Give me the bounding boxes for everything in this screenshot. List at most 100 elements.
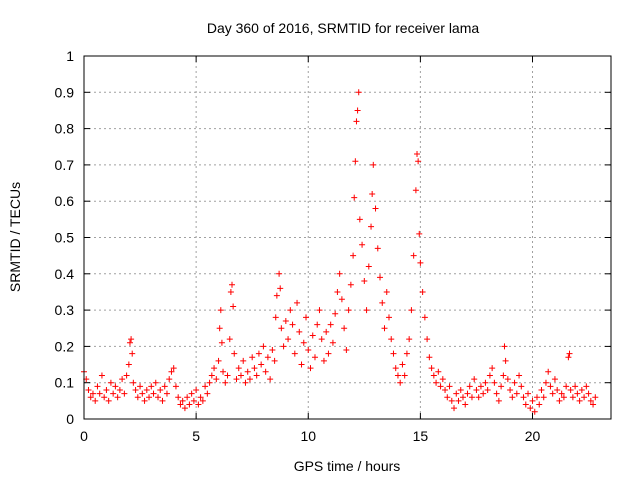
data-point bbox=[370, 161, 377, 168]
data-point bbox=[208, 372, 215, 379]
data-point bbox=[352, 158, 359, 165]
y-axis-label: SRMTID / TECUs bbox=[7, 182, 23, 292]
data-point bbox=[525, 390, 532, 397]
data-point bbox=[157, 386, 164, 393]
data-point bbox=[516, 372, 523, 379]
data-point bbox=[296, 328, 303, 335]
data-point bbox=[128, 336, 135, 343]
data-point bbox=[566, 350, 573, 357]
data-point bbox=[551, 376, 558, 383]
data-point bbox=[300, 339, 307, 346]
data-point bbox=[222, 379, 229, 386]
data-point bbox=[179, 397, 186, 404]
data-point bbox=[355, 89, 362, 96]
data-point bbox=[273, 292, 280, 299]
data-point bbox=[294, 299, 301, 306]
data-point bbox=[363, 307, 370, 314]
grid-layer bbox=[84, 56, 611, 419]
data-point bbox=[435, 368, 442, 375]
data-point bbox=[473, 386, 480, 393]
data-point bbox=[439, 376, 446, 383]
data-point bbox=[96, 390, 103, 397]
data-point bbox=[556, 397, 563, 404]
data-point bbox=[110, 390, 117, 397]
data-point bbox=[410, 252, 417, 259]
data-point bbox=[298, 361, 305, 368]
data-point bbox=[563, 383, 570, 390]
data-point bbox=[414, 151, 421, 158]
data-point bbox=[444, 394, 451, 401]
data-point bbox=[341, 325, 348, 332]
data-point bbox=[163, 390, 170, 397]
data-point bbox=[576, 397, 583, 404]
data-point bbox=[253, 372, 260, 379]
data-point bbox=[327, 321, 334, 328]
data-point bbox=[255, 350, 262, 357]
data-point bbox=[565, 354, 572, 361]
y-tick-label: 0.5 bbox=[55, 230, 75, 246]
data-point bbox=[446, 383, 453, 390]
data-point bbox=[502, 357, 509, 364]
data-point bbox=[495, 397, 502, 404]
y-tick-label: 0 bbox=[66, 411, 74, 427]
data-point bbox=[540, 394, 547, 401]
data-point bbox=[276, 270, 283, 277]
data-point bbox=[289, 321, 296, 328]
data-point bbox=[291, 350, 298, 357]
chart-title: Day 360 of 2016, SRMTID for receiver lam… bbox=[207, 20, 480, 36]
data-point bbox=[152, 379, 159, 386]
data-point bbox=[242, 379, 249, 386]
data-point bbox=[112, 383, 119, 390]
data-point bbox=[184, 394, 191, 401]
data-point bbox=[554, 386, 561, 393]
data-point bbox=[437, 383, 444, 390]
data-point bbox=[421, 314, 428, 321]
data-point bbox=[416, 230, 423, 237]
data-point bbox=[507, 386, 514, 393]
data-point bbox=[351, 194, 358, 201]
data-point bbox=[482, 379, 489, 386]
data-point bbox=[132, 386, 139, 393]
data-point bbox=[204, 390, 211, 397]
data-point bbox=[107, 379, 114, 386]
data-point bbox=[246, 376, 253, 383]
data-point bbox=[412, 187, 419, 194]
data-point bbox=[218, 339, 225, 346]
data-point bbox=[536, 401, 543, 408]
data-point bbox=[309, 332, 316, 339]
data-point bbox=[513, 390, 520, 397]
x-tick-label: 15 bbox=[413, 428, 429, 444]
data-point bbox=[121, 390, 128, 397]
data-point bbox=[453, 390, 460, 397]
data-point bbox=[305, 347, 312, 354]
data-point bbox=[168, 368, 175, 375]
data-point bbox=[89, 390, 96, 397]
data-point bbox=[484, 386, 491, 393]
data-point bbox=[195, 401, 202, 408]
data-point bbox=[428, 365, 435, 372]
data-point bbox=[267, 376, 274, 383]
data-point bbox=[269, 347, 276, 354]
data-point bbox=[134, 394, 141, 401]
data-point bbox=[369, 190, 376, 197]
data-point bbox=[316, 307, 323, 314]
data-point bbox=[430, 372, 437, 379]
data-point bbox=[567, 386, 574, 393]
y-tick-label: 0.8 bbox=[55, 121, 75, 137]
data-point bbox=[177, 401, 184, 408]
data-point bbox=[493, 390, 500, 397]
data-point bbox=[258, 361, 265, 368]
data-point bbox=[347, 281, 354, 288]
tick-layer: 00.10.20.30.40.50.60.70.80.910 5 10 15 20 bbox=[55, 48, 611, 444]
data-point bbox=[477, 383, 484, 390]
data-point bbox=[272, 314, 279, 321]
data-point bbox=[159, 397, 166, 404]
data-point bbox=[531, 408, 538, 415]
data-point bbox=[166, 376, 173, 383]
data-point bbox=[190, 397, 197, 404]
data-point bbox=[264, 354, 271, 361]
data-point bbox=[224, 372, 231, 379]
data-point bbox=[419, 288, 426, 295]
data-point bbox=[356, 216, 363, 223]
data-point bbox=[320, 357, 327, 364]
